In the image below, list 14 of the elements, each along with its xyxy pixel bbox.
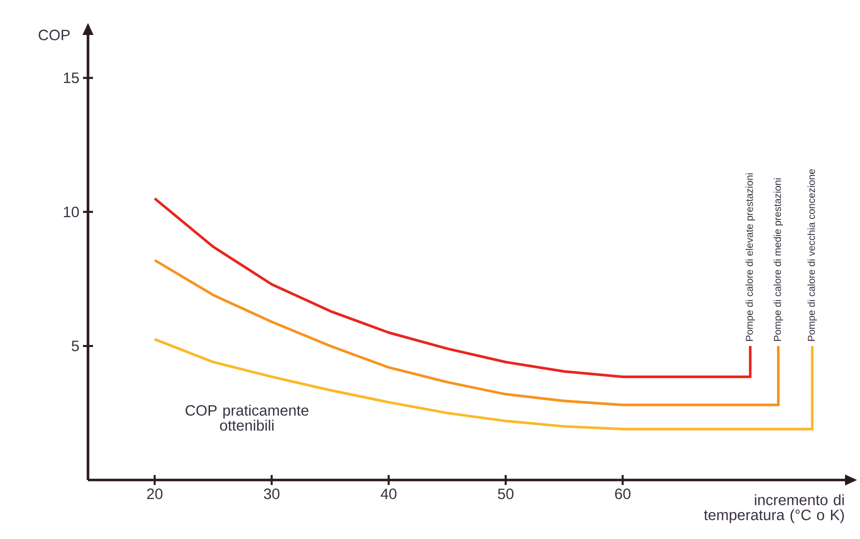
y-tick-label: 15 [64, 72, 79, 84]
y-tick-label: 10 [64, 206, 79, 218]
text: Pompe di calore di medie prestazioni [774, 178, 783, 341]
y-tick-label: 5 [72, 340, 79, 352]
x-axis-title: incremento di temperatura (°C o K) [704, 494, 844, 524]
y-axis-title: COP [38, 30, 70, 40]
text: Pompe di calore di elevate prestazioni [746, 173, 755, 341]
x-tick-label: 20 [147, 488, 162, 500]
x-tick-label: 60 [615, 488, 630, 500]
x-tick-label: 30 [264, 488, 280, 500]
x-tick-label: 40 [380, 488, 396, 500]
text: Pompe di calore di vecchia concezione [808, 169, 817, 341]
x-tick-label: 50 [498, 488, 514, 500]
annotation: COP praticamente ottenibili [186, 404, 308, 431]
